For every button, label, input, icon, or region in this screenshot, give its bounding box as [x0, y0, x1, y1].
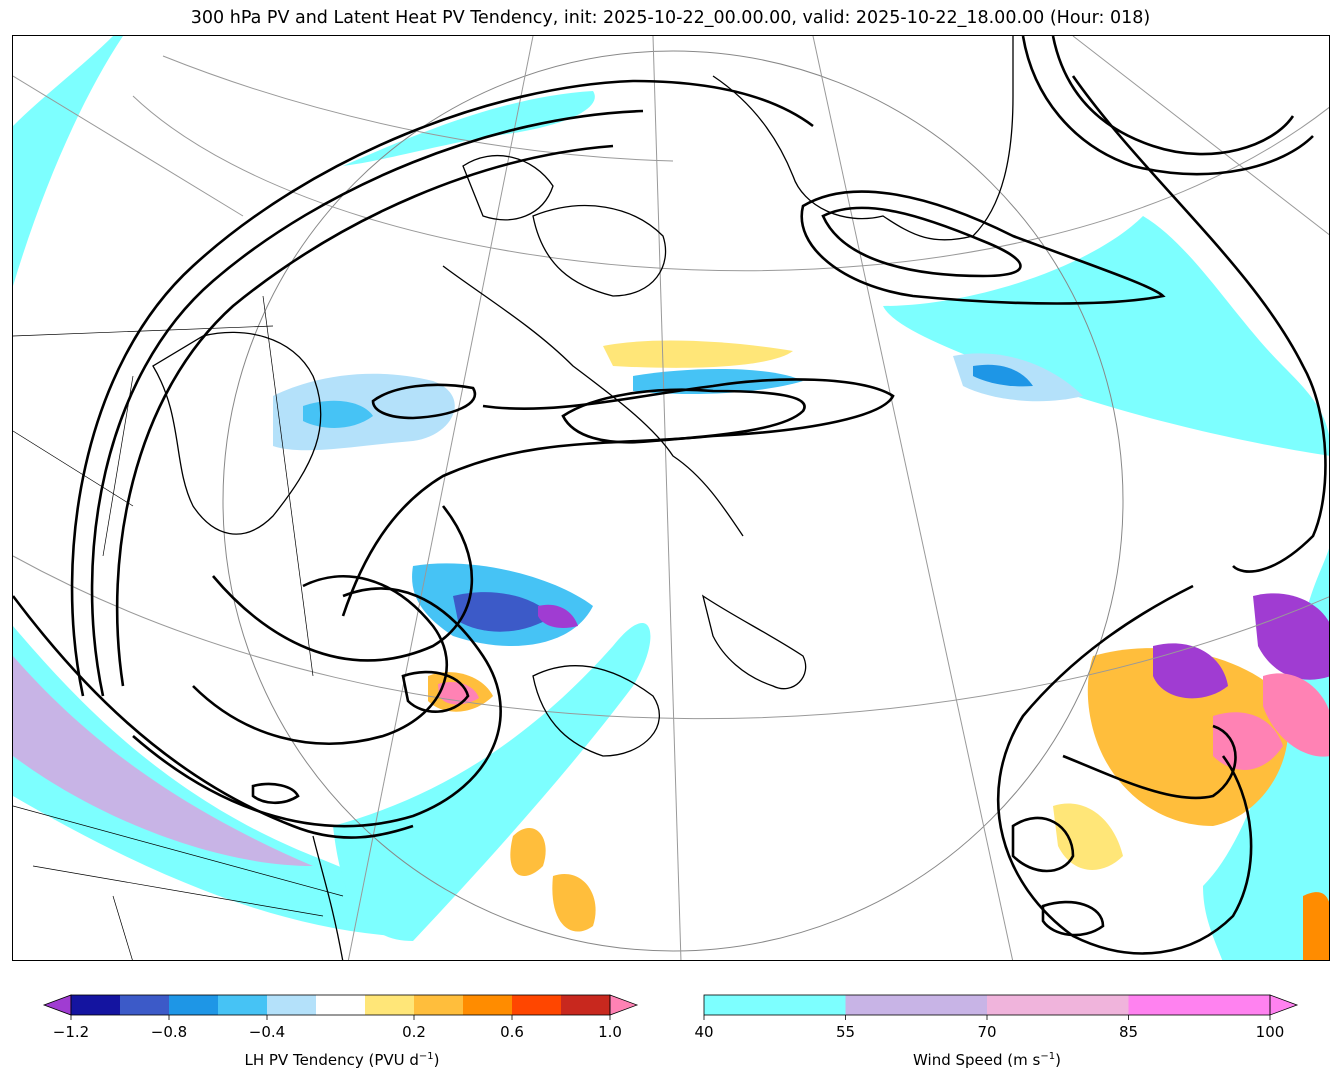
colorbar-bin — [267, 995, 316, 1015]
pv-contour — [1021, 36, 1314, 176]
wind-speed-colorbar-scale: 40 55 70 85 100 — [694, 994, 1299, 1041]
colorbar-tick-label: 1.0 — [598, 1023, 622, 1041]
colorbar-bin — [414, 995, 463, 1015]
pv-tendency-blob — [538, 604, 578, 628]
jet-streak-west — [13, 626, 409, 936]
map-title: 300 hPa PV and Latent Heat PV Tendency, … — [190, 8, 1151, 28]
coastline-hudson-bay — [152, 331, 322, 535]
pv-contour — [1051, 36, 1295, 156]
pv-contours — [13, 36, 1327, 955]
wind-speed-colorbar-label: Wind Speed (m s−1) — [913, 1051, 1061, 1069]
pv-tendency-blob — [973, 364, 1033, 387]
pv-contour — [192, 575, 449, 745]
pv-tendency-blob — [1053, 803, 1123, 870]
lh-pv-tendency-colorbar-label: LH PV Tendency (PVU d−1) — [244, 1051, 440, 1069]
pv-tendency-blob — [453, 592, 553, 632]
pv-contour — [251, 782, 300, 805]
wind-speed-shading — [13, 36, 1329, 960]
jet-streak-coast — [333, 623, 651, 941]
pv-contour — [13, 595, 414, 839]
coastline-labrador — [442, 265, 744, 537]
colorbar-tick-label: 100 — [1256, 1023, 1285, 1041]
pv-contour — [401, 670, 470, 713]
colorbar-tick-label: −1.2 — [53, 1023, 89, 1041]
pv-contour — [561, 388, 806, 444]
pv-contour — [115, 144, 614, 687]
colorbar-bin — [463, 995, 512, 1015]
colorbar-bin — [169, 995, 218, 1015]
colorbar-over-triangle — [609, 994, 639, 1016]
colorbar-tick-label: −0.8 — [151, 1023, 187, 1041]
jet-streak-east — [883, 216, 1329, 456]
colorbar-over-triangle — [1269, 994, 1299, 1016]
jet-streak-west-core — [13, 656, 313, 866]
colorbar-bin — [120, 995, 169, 1015]
colorbar-under-triangle — [42, 994, 72, 1016]
pv-tendency-blob — [552, 874, 596, 932]
pv-contour — [90, 109, 644, 697]
pv-tendency-blob — [1303, 892, 1329, 960]
map-canvas — [13, 36, 1329, 960]
pv-contour — [212, 505, 474, 662]
pv-contour — [1011, 816, 1075, 873]
coastline-east-us — [312, 835, 344, 960]
lh-pv-tendency-colorbar-scale: −1.2 −0.8 −0.4 0.2 0.6 1.0 — [42, 994, 639, 1041]
pv-contour — [1071, 75, 1327, 573]
colorbar-outline — [70, 994, 611, 1016]
colorbar-bin — [218, 995, 267, 1015]
pv-tendency-blob — [1153, 643, 1228, 699]
pv-contour — [996, 584, 1253, 955]
colorbar-bin — [845, 995, 987, 1015]
graticule — [13, 36, 1329, 960]
colorbar-tick-label: 85 — [1119, 1023, 1138, 1041]
map-panel — [12, 35, 1330, 961]
colorbar-tick-label: 55 — [836, 1023, 855, 1041]
colorbar-tick-label: 40 — [694, 1023, 713, 1041]
colorbar-bin — [316, 995, 365, 1015]
colorbar-bin — [1128, 995, 1270, 1015]
colorbar-bin — [512, 995, 561, 1015]
colorbar-tick-label: 0.2 — [402, 1023, 426, 1041]
colorbar-bin — [987, 995, 1129, 1015]
jet-streak-northwest — [13, 36, 123, 286]
coastline-arctic-islands — [462, 154, 554, 221]
pv-contour — [341, 378, 895, 617]
jet-streak-north-arc — [343, 91, 595, 166]
colorbar-bin — [71, 995, 120, 1015]
colorbar-tick-label: 0.6 — [500, 1023, 524, 1041]
pv-contour — [371, 383, 477, 420]
colorbar-bin — [704, 995, 846, 1015]
pv-contour — [800, 190, 1166, 305]
pv-tendency-blob — [510, 827, 546, 876]
political-boundaries — [13, 295, 344, 960]
pv-contour — [70, 79, 814, 697]
coastlines — [152, 36, 1014, 960]
colorbar-bin — [561, 995, 610, 1015]
pv-contour — [1041, 900, 1105, 937]
colorbar-tick-label: −0.4 — [249, 1023, 285, 1041]
coastline-baffin — [532, 205, 667, 297]
colorbar-bin — [365, 995, 414, 1015]
colorbar-tick-label: 70 — [977, 1023, 996, 1041]
wind-speed-colorbar: 40 55 70 85 100 — [694, 994, 1300, 1047]
coastline-maritimes — [532, 664, 660, 757]
pv-tendency-blob — [1213, 712, 1283, 770]
coastline-greenland — [712, 36, 1014, 241]
lh-pv-tendency-colorbar: −1.2 −0.8 −0.4 0.2 0.6 1.0 — [42, 994, 640, 1047]
pv-contour — [1062, 724, 1237, 800]
pv-tendency-blob — [1253, 593, 1329, 680]
coastline-newfoundland — [701, 594, 807, 690]
pv-tendency-blob — [633, 369, 803, 394]
pv-tendency-blob — [1263, 673, 1329, 757]
pv-contour — [821, 206, 1022, 278]
pv-tendency-blob — [603, 340, 793, 368]
